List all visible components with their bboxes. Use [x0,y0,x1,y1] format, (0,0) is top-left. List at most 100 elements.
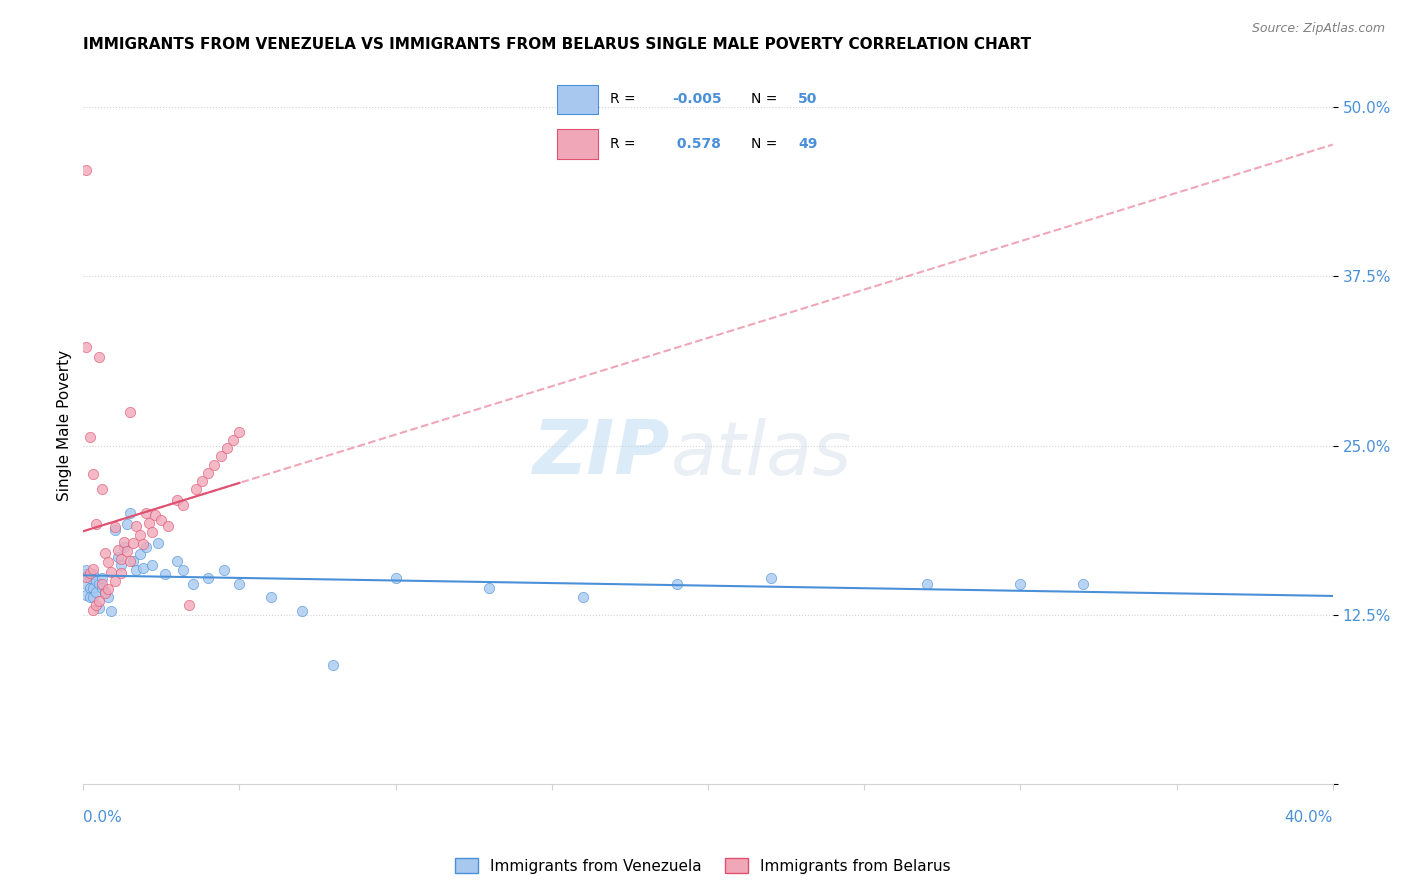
Point [79,581,101,595]
Point [94,585,117,599]
Point [138,516,160,530]
Point [107,543,129,558]
Point [84,585,107,599]
Point [112,540,135,554]
Point [110,566,132,580]
Point [197,466,219,480]
Point [197,571,219,585]
Point [291,604,314,618]
Point [75,163,97,178]
Point [82,591,104,605]
Point [915,576,938,591]
Point [148,536,170,550]
Point [84,517,107,532]
Point [79,430,101,444]
Point [128,547,150,561]
Text: 0.0%: 0.0% [83,810,122,824]
Point [103,520,125,534]
Point [82,562,104,576]
Point [1071,576,1094,591]
Point [172,563,194,577]
Point [125,563,148,577]
Point [125,518,148,533]
Point [572,591,595,605]
Point [128,528,150,542]
Point [209,450,232,464]
Point [156,518,179,533]
Point [87,576,110,591]
Y-axis label: Single Male Poverty: Single Male Poverty [58,350,72,500]
Point [120,554,142,568]
Point [120,506,142,520]
Point [87,594,110,608]
Point [141,525,163,540]
Point [172,498,194,512]
Point [759,571,782,585]
Point [100,604,122,618]
Point [112,534,135,549]
Point [107,549,129,564]
Point [91,576,114,591]
Point [110,552,132,566]
Point [212,563,235,577]
Point [87,351,110,365]
Point [75,340,97,354]
Point [75,576,97,591]
Point [79,591,101,605]
Text: atlas: atlas [671,418,852,490]
Point [79,566,101,580]
Point [135,540,157,554]
Point [228,425,250,439]
Point [110,558,132,572]
Point [103,574,125,588]
Point [82,567,104,582]
Point [1010,576,1032,591]
Point [82,467,104,481]
Point [166,492,188,507]
Point [97,591,120,605]
Point [115,544,138,558]
Point [75,563,97,577]
Point [82,602,104,616]
Text: 40.0%: 40.0% [1285,810,1333,824]
Point [79,571,101,585]
Point [228,576,250,591]
Point [75,588,97,602]
Text: ZIP: ZIP [533,417,671,491]
Point [115,517,138,532]
Point [120,404,142,418]
Point [84,599,107,613]
Point [181,576,204,591]
Point [131,537,153,551]
Point [91,581,114,595]
Point [97,555,120,569]
Text: IMMIGRANTS FROM VENEZUELA VS IMMIGRANTS FROM BELARUS SINGLE MALE POVERTY CORRELA: IMMIGRANTS FROM VENEZUELA VS IMMIGRANTS … [83,37,1032,53]
Point [75,567,97,582]
Point [94,586,117,600]
Point [91,482,114,496]
Point [150,513,173,527]
Point [87,601,110,615]
Point [97,582,120,597]
Point [322,658,344,673]
Point [84,574,107,588]
Point [184,482,207,496]
Point [222,433,245,447]
Point [179,599,201,613]
Point [103,523,125,537]
Point [100,565,122,579]
Point [215,442,238,456]
Point [665,576,688,591]
Point [384,571,406,585]
Point [131,560,153,574]
Legend: Immigrants from Venezuela, Immigrants from Belarus: Immigrants from Venezuela, Immigrants fr… [449,852,957,880]
Point [204,458,226,472]
Point [122,554,145,568]
Point [82,581,104,595]
Point [122,536,145,550]
Point [91,571,114,585]
Point [153,567,176,582]
Point [143,508,166,522]
Text: Source: ZipAtlas.com: Source: ZipAtlas.com [1251,22,1385,36]
Point [141,558,163,572]
